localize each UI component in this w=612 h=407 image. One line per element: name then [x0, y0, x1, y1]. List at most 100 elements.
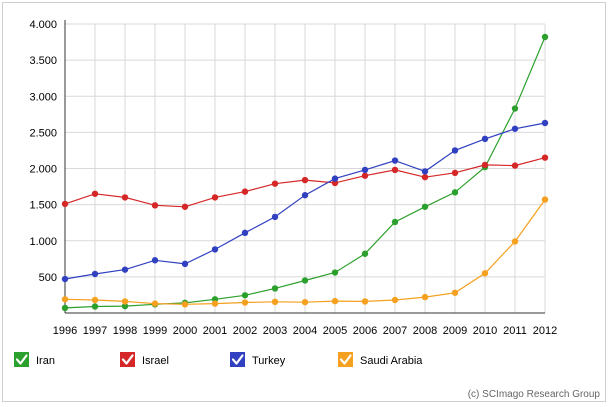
- data-point-saudi-arabia: [181, 301, 189, 308]
- data-point-iran: [91, 303, 99, 310]
- data-point-iran: [451, 189, 459, 196]
- legend-item-israel[interactable]: Israel: [120, 352, 169, 367]
- legend-label: Iran: [36, 355, 55, 367]
- data-point-saudi-arabia: [421, 293, 429, 301]
- checkmark-icon: [339, 354, 352, 365]
- legend-item-saudi-arabia[interactable]: Saudi Arabia: [338, 352, 423, 367]
- data-point-saudi-arabia: [331, 297, 339, 305]
- data-point-israel: [361, 172, 369, 179]
- data-point-israel: [121, 194, 129, 201]
- x-tick-label: 2003: [263, 325, 287, 337]
- y-tick-label: 2.000: [29, 164, 57, 176]
- x-tick-label: 1999: [143, 325, 167, 337]
- data-point-iran: [541, 33, 549, 41]
- data-point-turkey: [241, 229, 249, 237]
- data-point-turkey: [481, 135, 489, 143]
- x-tick-label: 2007: [383, 325, 407, 337]
- data-point-saudi-arabia: [451, 289, 459, 296]
- data-point-saudi-arabia: [391, 296, 399, 304]
- data-point-turkey: [91, 270, 99, 278]
- data-point-iran: [301, 277, 309, 284]
- data-point-turkey: [361, 166, 369, 174]
- data-point-turkey: [271, 213, 279, 221]
- data-point-israel: [511, 162, 519, 169]
- data-point-saudi-arabia: [541, 196, 549, 203]
- legend-item-iran[interactable]: Iran: [14, 352, 55, 367]
- y-axis-ticks: 500 1.000 1.500 2.000 2.500 3.000 3.500 4.000: [29, 19, 57, 284]
- data-point-saudi-arabia: [91, 296, 99, 304]
- legend-item-turkey[interactable]: Turkey: [230, 352, 286, 367]
- x-tick-label: 2002: [233, 325, 257, 337]
- data-point-turkey: [331, 175, 339, 182]
- checkmark-icon: [121, 354, 134, 365]
- x-tick-label: 1998: [113, 325, 137, 337]
- data-point-saudi-arabia: [241, 299, 249, 306]
- y-tick-label: 1.500: [29, 200, 57, 212]
- data-point-iran: [241, 292, 249, 299]
- x-tick-label: 2000: [173, 325, 197, 337]
- data-point-iran: [511, 105, 519, 112]
- legend-label: Turkey: [252, 355, 286, 367]
- data-point-turkey: [181, 260, 189, 268]
- data-point-iran: [331, 269, 339, 276]
- x-tick-label: 2012: [533, 325, 557, 337]
- data-point-israel: [241, 188, 249, 195]
- data-point-israel: [481, 161, 489, 169]
- data-point-israel: [301, 176, 309, 184]
- checkmark-icon: [15, 354, 28, 365]
- x-tick-label: 2011: [503, 325, 527, 337]
- x-tick-label: 2001: [203, 325, 227, 337]
- data-point-iran: [391, 218, 399, 226]
- checkmark-icon: [231, 354, 244, 365]
- x-tick-label: 2005: [323, 325, 347, 337]
- data-point-israel: [451, 169, 459, 177]
- data-point-israel: [211, 194, 219, 201]
- data-point-turkey: [391, 157, 399, 164]
- data-point-saudi-arabia: [511, 238, 519, 245]
- x-tick-label: 2004: [293, 325, 317, 337]
- x-tick-label: 2008: [413, 325, 437, 337]
- x-axis-ticks: 1996 1997 1998 1999 2000 2001 2002 2003 2004 2005…: [53, 325, 557, 337]
- data-point-turkey: [121, 266, 129, 273]
- data-point-israel: [391, 166, 399, 174]
- data-point-turkey: [511, 125, 519, 132]
- legend-label: Saudi Arabia: [360, 355, 423, 367]
- x-tick-label: 2009: [443, 325, 467, 337]
- y-tick-label: 500: [39, 272, 57, 284]
- data-point-israel: [271, 180, 279, 187]
- data-point-israel: [61, 200, 69, 208]
- y-tick-label: 1.000: [29, 236, 57, 248]
- data-point-turkey: [151, 257, 159, 264]
- y-tick-label: 4.000: [29, 19, 57, 31]
- data-point-israel: [91, 190, 99, 197]
- x-tick-label: 2010: [473, 325, 497, 337]
- series-points: [61, 33, 549, 312]
- data-point-saudi-arabia: [271, 298, 279, 306]
- x-tick-label: 1997: [83, 325, 107, 337]
- data-point-saudi-arabia: [121, 298, 129, 305]
- chart-frame: [2, 2, 606, 402]
- data-point-saudi-arabia: [61, 296, 69, 303]
- data-point-israel: [541, 154, 549, 161]
- data-point-iran: [271, 285, 279, 292]
- x-tick-label: 2006: [353, 325, 377, 337]
- data-point-turkey: [61, 275, 69, 283]
- legend: Iran Israel Turkey Saudi Arabia: [14, 352, 423, 367]
- data-point-saudi-arabia: [301, 298, 309, 306]
- data-point-saudi-arabia: [481, 270, 489, 277]
- data-point-israel: [151, 202, 159, 209]
- legend-label: Israel: [142, 355, 169, 367]
- axes: [64, 20, 545, 314]
- data-point-iran: [121, 302, 129, 310]
- data-point-iran: [361, 250, 369, 257]
- data-point-iran: [421, 203, 429, 210]
- credit-text: (c) SCImago Research Group: [468, 389, 601, 400]
- data-point-turkey: [451, 147, 459, 154]
- data-point-turkey: [301, 192, 309, 199]
- data-point-saudi-arabia: [361, 298, 369, 305]
- data-point-turkey: [421, 168, 429, 175]
- data-point-iran: [61, 304, 69, 312]
- data-point-saudi-arabia: [151, 300, 159, 307]
- y-tick-label: 2.500: [29, 127, 57, 139]
